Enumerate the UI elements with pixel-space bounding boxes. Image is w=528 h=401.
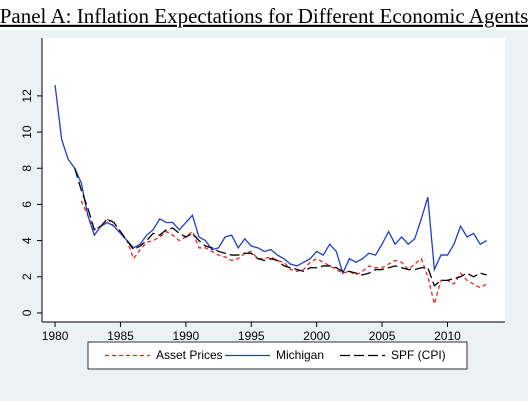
legend-label: SPF (CPI) (391, 348, 446, 362)
series-line (74, 168, 487, 287)
legend-label: Asset Prices (156, 348, 223, 362)
x-tick-label: 2010 (434, 329, 461, 343)
chart-title: Panel A: Inflation Expectations for Diff… (0, 4, 528, 28)
x-tick-label: 1990 (173, 329, 200, 343)
x-tick-label: 2005 (369, 329, 396, 343)
plot-area (42, 38, 505, 322)
legend (87, 341, 468, 370)
y-tick-label: 8 (20, 165, 34, 172)
x-tick-label: 1995 (238, 329, 265, 343)
series-line (54, 84, 488, 276)
y-tick-label: 6 (20, 201, 34, 208)
y-tick-label: 0 (20, 309, 34, 316)
y-tick-label: 4 (20, 237, 34, 244)
x-tick-label: 1980 (42, 329, 69, 343)
y-tick-label: 10 (20, 125, 34, 139)
y-tick-label: 2 (20, 273, 34, 280)
series-line (80, 200, 488, 307)
x-tick-label: 1985 (107, 329, 134, 343)
x-tick-label: 2000 (303, 329, 330, 343)
y-tick-label: 12 (20, 89, 34, 103)
legend-label: Michigan (276, 348, 324, 362)
